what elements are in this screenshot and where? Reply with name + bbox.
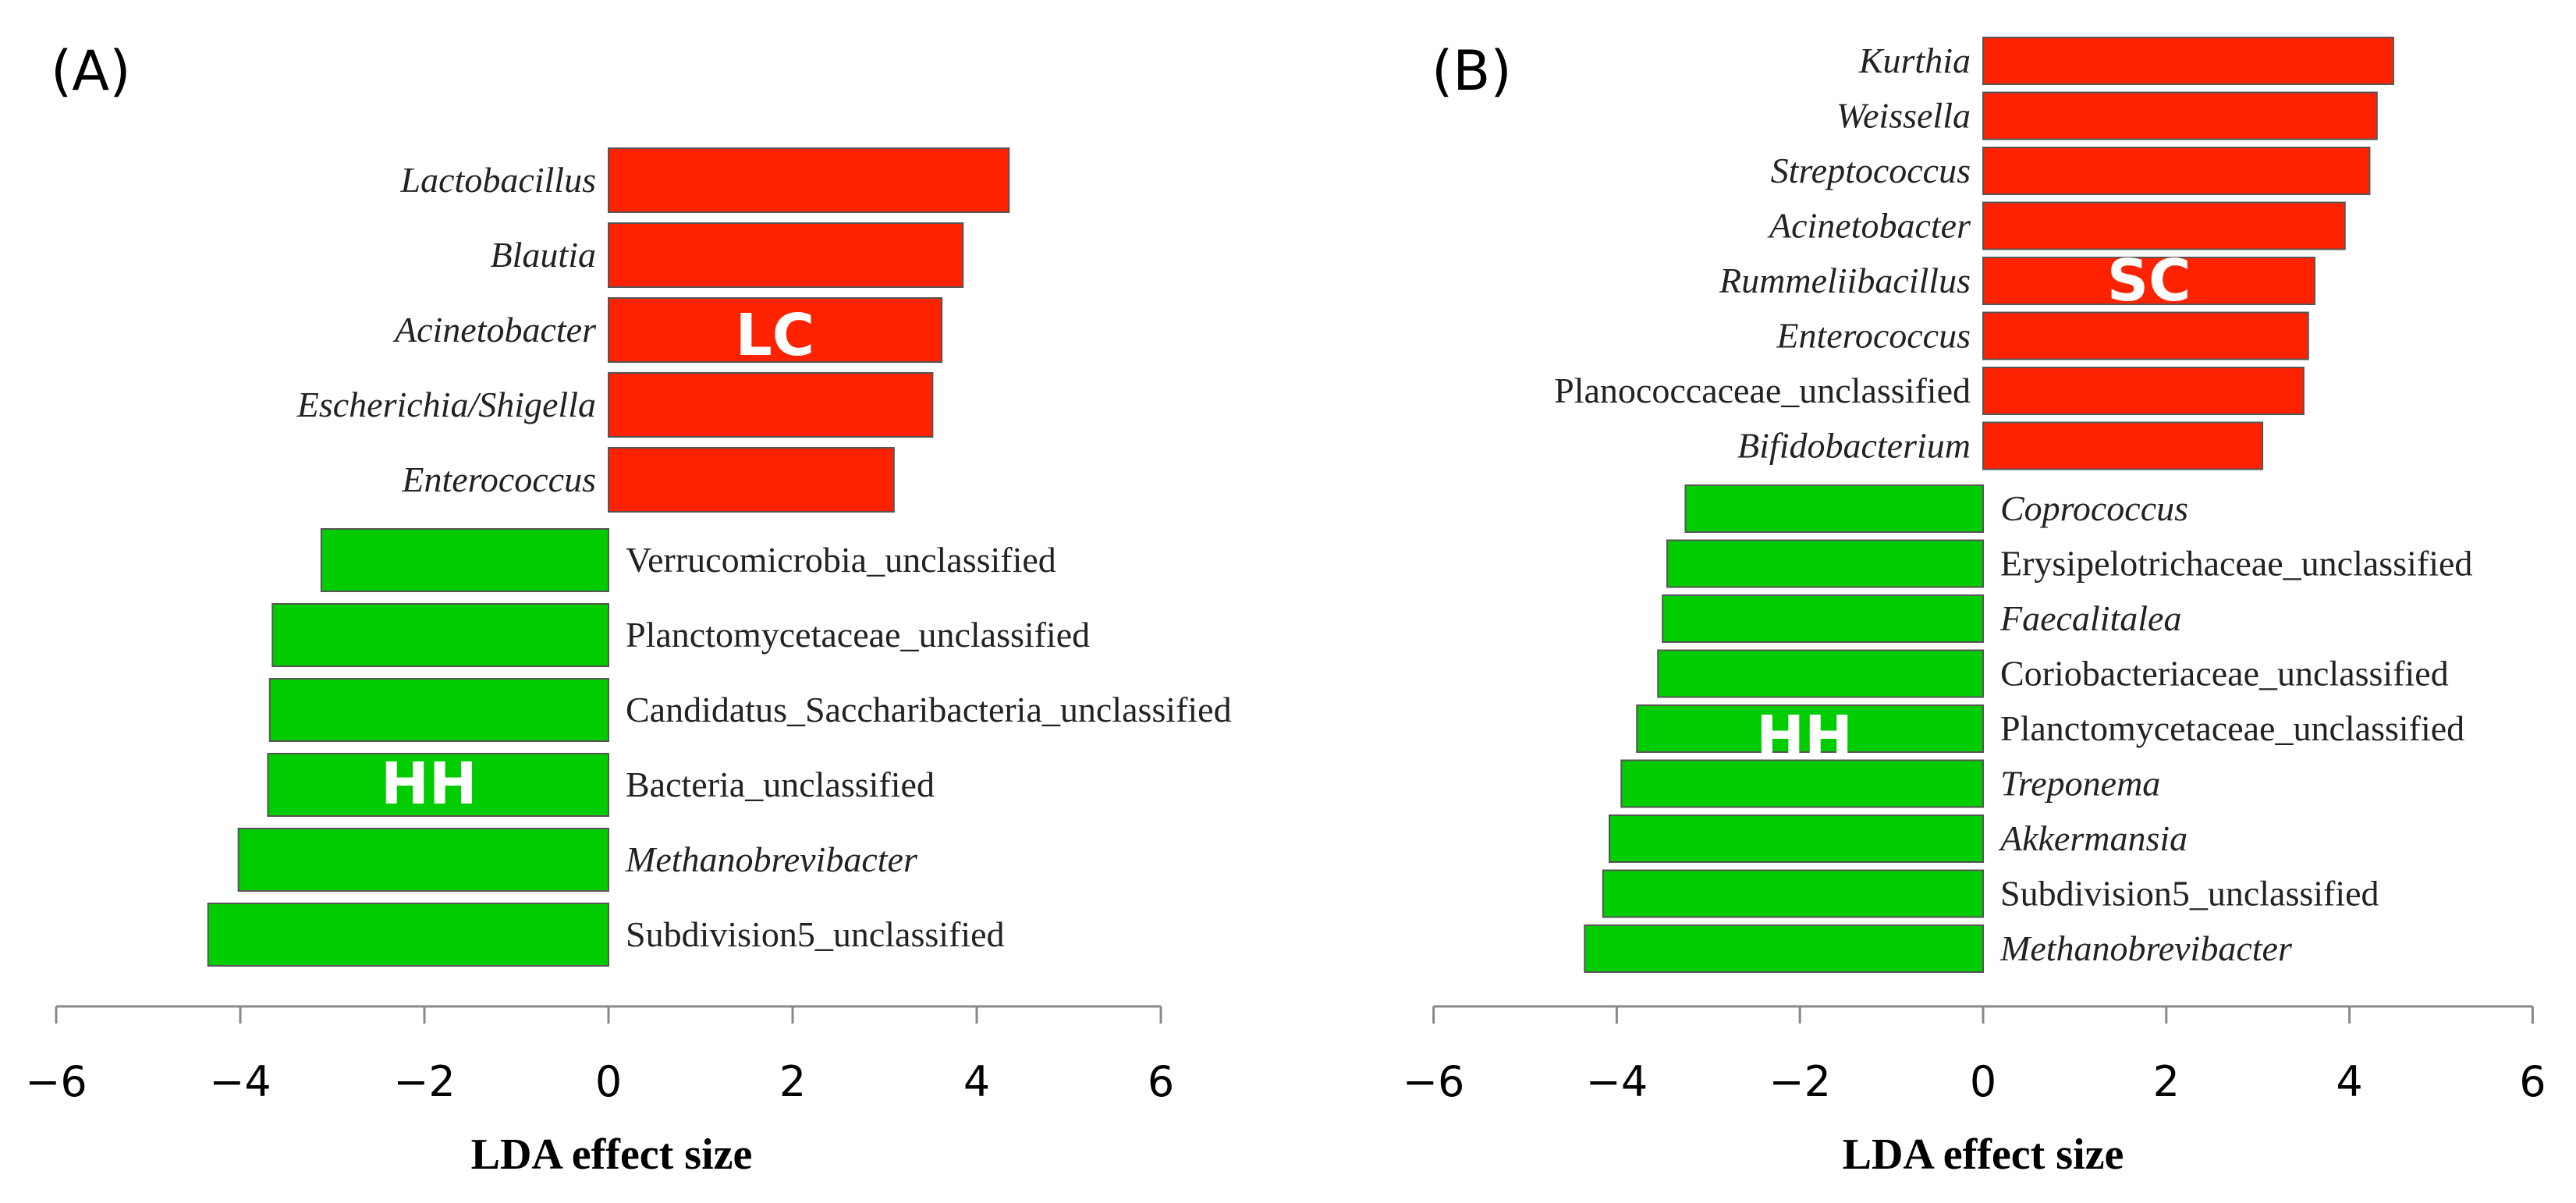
category-label: Weissella bbox=[1836, 96, 1971, 136]
bar-candidatus-saccharibacteria-unclassified bbox=[268, 678, 609, 742]
bar-faecalitalea bbox=[1662, 594, 1985, 643]
category-label: Faecalitalea bbox=[1999, 598, 2181, 638]
category-label: Rummeliibacillus bbox=[1719, 261, 1971, 300]
category-label: Escherichia/Shigella bbox=[296, 385, 596, 424]
bar-bifidobacterium bbox=[1982, 421, 2264, 470]
category-label: Subdivision5_unclassified bbox=[626, 914, 1005, 954]
category-label: Coriobacteriaceae_unclassified bbox=[2000, 654, 2449, 694]
x-tick-label: −6 bbox=[1403, 1057, 1465, 1106]
category-label: Methanobrevibacter bbox=[1999, 928, 2293, 968]
panel-label: (B) bbox=[1432, 39, 1512, 103]
group-label-negative: HH bbox=[1756, 704, 1853, 771]
bar-escherichia-shigella bbox=[608, 372, 934, 438]
bar-streptococcus bbox=[1982, 147, 2371, 195]
x-tick-label: −4 bbox=[209, 1057, 271, 1106]
category-label: Acinetobacter bbox=[1767, 206, 1971, 246]
x-tick-label: −4 bbox=[1586, 1057, 1648, 1106]
bar-acinetobacter bbox=[1982, 201, 2346, 250]
category-label: Bacteria_unclassified bbox=[626, 765, 935, 804]
category-label: Enterococcus bbox=[401, 460, 596, 499]
panel-b: (B) Kurthia Weissella Streptococcus Acinetob… bbox=[1403, 37, 2546, 1179]
x-tick-label: 2 bbox=[779, 1057, 806, 1106]
bar-acinetobacter bbox=[608, 297, 943, 363]
bar-bacteria-unclassified bbox=[267, 753, 609, 817]
category-label: Treponema bbox=[2000, 764, 2160, 804]
x-tick-label: 4 bbox=[963, 1057, 990, 1106]
panel-label: (A) bbox=[51, 39, 131, 103]
x-tick-label: 4 bbox=[2336, 1057, 2362, 1106]
panel-a: (A) Lactobacillus Blautia Acinetobacter Esch… bbox=[25, 39, 1231, 1179]
bar-methanobrevibacter bbox=[237, 828, 609, 892]
bar-coprococcus bbox=[1684, 484, 1984, 533]
category-label: Erysipelotrichaceae_unclassified bbox=[2000, 544, 2472, 584]
category-label: Blautia bbox=[491, 235, 596, 275]
group-label-negative: HH bbox=[381, 751, 477, 818]
group-label-positive: SC bbox=[2107, 247, 2191, 314]
category-label: Akkermansia bbox=[1998, 818, 2187, 858]
bar-weissella bbox=[1982, 91, 2378, 140]
bar-planococcaceae-unclassified bbox=[1982, 367, 2305, 415]
bar-enterococcus bbox=[1982, 311, 2309, 360]
category-label: Streptococcus bbox=[1771, 151, 1971, 190]
category-label: Kurthia bbox=[1858, 41, 1971, 80]
x-tick-label: 6 bbox=[2519, 1057, 2546, 1106]
bar-verrucomicrobia-unclassified bbox=[320, 528, 609, 592]
category-label: Planctomycetaceae_unclassified bbox=[2000, 708, 2464, 748]
bar-subdivision5-unclassified bbox=[207, 903, 609, 967]
category-label: Lactobacillus bbox=[400, 160, 596, 200]
group-label-positive: LC bbox=[736, 302, 814, 369]
category-label: Planococcaceae_unclassified bbox=[1554, 371, 1971, 410]
category-label: Acinetobacter bbox=[392, 310, 597, 350]
bar-treponema bbox=[1620, 759, 1985, 808]
x-tick-label: 6 bbox=[1148, 1057, 1174, 1106]
category-label: Planctomycetaceae_unclassified bbox=[626, 615, 1090, 655]
x-tick-label: −2 bbox=[393, 1057, 456, 1106]
bar-rummeliibacillus bbox=[1982, 257, 2315, 305]
bar-blautia bbox=[608, 222, 964, 288]
bar-planctomycetaceae-unclassified bbox=[271, 603, 609, 667]
x-axis-title: LDA effect size bbox=[471, 1130, 753, 1179]
bar-akkermansia bbox=[1609, 814, 1985, 863]
category-label: Coprococcus bbox=[2000, 488, 2188, 528]
x-tick-label: 0 bbox=[1970, 1057, 1996, 1106]
category-label: Candidatus_Saccharibacteria_unclassified bbox=[626, 690, 1232, 729]
x-tick-label: 0 bbox=[595, 1057, 622, 1106]
category-label: Methanobrevibacter bbox=[625, 839, 918, 879]
bar-subdivision5-unclassified bbox=[1602, 869, 1985, 918]
bar-lactobacillus bbox=[608, 147, 1010, 213]
category-label: Subdivision5_unclassified bbox=[2000, 874, 2379, 914]
x-axis-title: LDA effect size bbox=[1843, 1130, 2124, 1179]
category-label: Verrucomicrobia_unclassified bbox=[626, 540, 1056, 580]
bar-methanobrevibacter bbox=[1584, 924, 1985, 973]
bar-erysipelotrichaceae-unclassified bbox=[1666, 539, 1984, 588]
bar-enterococcus bbox=[608, 447, 895, 513]
bar-coriobacteriaceae-unclassified bbox=[1657, 649, 1984, 698]
category-label: Enterococcus bbox=[1776, 316, 1971, 356]
bar-kurthia bbox=[1982, 37, 2394, 85]
x-tick-label: 2 bbox=[2153, 1057, 2180, 1106]
x-tick-label: −2 bbox=[1769, 1057, 1831, 1106]
x-tick-label: −6 bbox=[25, 1057, 87, 1106]
bar-planctomycetaceae-unclassified bbox=[1636, 704, 1985, 753]
category-label: Bifidobacterium bbox=[1737, 426, 1971, 466]
